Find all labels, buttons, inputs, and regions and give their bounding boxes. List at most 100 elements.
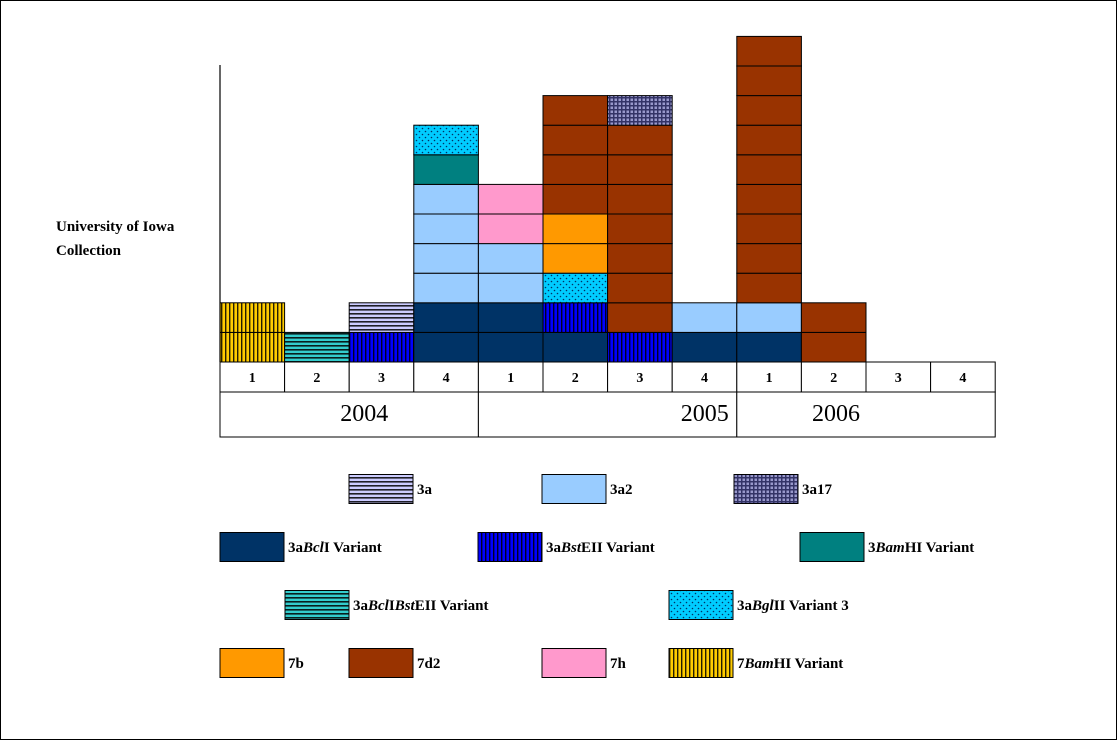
bar-segment-7d2 [736,183,802,215]
legend-label-3a17: 3a17 [802,482,833,498]
legend-swatch-3abglii-variant-3 [668,590,734,620]
bar-segment-7d2 [607,302,673,333]
bar-segment-7d2 [542,154,609,185]
quarter-cell [219,361,286,393]
quarter-label: 1 [249,371,256,386]
legend-label-3abclibsteii-variant: 3aBclIBstEII Variant [353,598,488,614]
bar-segment-3abcli-variant [413,302,479,333]
quarter-label: 3 [895,371,902,386]
bar-segment-3bamhi-variant [413,154,479,185]
quarter-label: 1 [766,371,773,386]
quarter-label: 1 [507,371,514,386]
legend-swatch-7b [219,648,285,678]
bar-segment-3abclibsteii-variant [284,331,350,363]
bar-segment-7d2 [607,213,673,245]
bar-segment-7d2 [542,95,609,126]
quarter-label: 3 [636,371,643,386]
legend-swatch-3a2 [541,474,607,504]
bar-segment-3a2 [413,213,479,245]
bar-segment-7h [477,183,544,215]
bar-segment-7d2 [736,35,802,67]
bar-segment-7bamhi-variant [219,331,286,363]
legend-swatch-3abclibsteii-variant [284,590,350,620]
bar-segment-7d2 [736,65,802,97]
bar-segment-3abcli-variant [736,331,802,363]
legend-swatch-3abcli-variant [219,532,285,562]
bar-segment-3a2 [736,302,802,333]
bar-segment-3abcli-variant [413,331,479,363]
bar-segment-7bamhi-variant [219,302,286,333]
bar-segment-7d2 [800,302,867,333]
bar-segment-3abcli-variant [477,331,544,363]
bar-segment-3abcli-variant [671,331,738,363]
y-axis-label: University of Iowa Collection [56,219,175,259]
quarter-label: 2 [313,371,320,386]
bar-segment-7b [542,213,609,245]
bar-segment-7d2 [542,183,609,215]
bar-segment-7d2 [800,331,867,363]
quarter-label: 2 [830,371,837,386]
bar-segment-7d2 [736,95,802,126]
bar-segment-7d2 [736,154,802,185]
quarter-label: 2 [572,371,579,386]
legend-label-3bamhi-variant: 3BamHI Variant [868,540,974,556]
quarter-label: 4 [701,371,708,386]
year-label: 2006 [812,401,860,427]
bar-segment-7d2 [736,124,802,156]
bar-segment-3a17 [607,95,673,126]
quarter-cell [477,361,544,393]
legend-swatch-3a [348,474,414,504]
bar-segment-3absteii-variant [542,302,609,333]
legend-label-7d2: 7d2 [417,656,440,672]
quarter-cell [865,361,932,393]
bar-segment-7d2 [542,124,609,156]
quarter-cell [607,361,673,393]
legend-swatch-7d2 [348,648,414,678]
legend-label-7h: 7h [610,656,627,672]
legend-label-3abglii-variant-3: 3aBglII Variant 3 [737,598,849,614]
bar-segment-7d2 [607,243,673,274]
bar-segment-3absteii-variant [607,331,673,363]
bar-segment-3abcli-variant [477,302,544,333]
legend-label-3a2: 3a2 [610,482,633,498]
bar-segment-3a [348,302,415,333]
legend-swatch-7bamhi-variant [668,648,734,678]
bar-segment-3abcli-variant [542,331,609,363]
year-cell [219,391,479,438]
legend-label-3a: 3a [417,482,433,498]
bar-segment-3abglii-variant-3 [542,272,609,304]
bar-segment-3a2 [671,302,738,333]
bar-segment-7d2 [607,124,673,156]
quarter-label: 4 [959,371,966,386]
bar-segment-3absteii-variant [348,331,415,363]
bars-group [219,35,867,363]
bar-segment-7d2 [736,272,802,304]
legend-label-7bamhi-variant: 7BamHI Variant [737,656,843,672]
legend-swatch-7h [541,648,607,678]
year-label: 2004 [340,401,388,427]
bar-segment-3a2 [413,243,479,274]
quarter-label: 4 [443,371,450,386]
bar-segment-7d2 [736,243,802,274]
bar-segment-7h [477,213,544,245]
legend-label-3absteii-variant: 3aBstEII Variant [546,540,655,556]
legend-swatch-3absteii-variant [477,532,543,562]
bar-segment-3a2 [413,272,479,304]
quarter-label: 3 [378,371,385,386]
legend-label-7b: 7b [288,656,304,672]
bar-segment-7d2 [607,183,673,215]
bar-segment-7d2 [607,154,673,185]
bar-segment-3a2 [477,272,544,304]
quarter-cell [736,361,802,393]
bar-segment-3a2 [413,183,479,215]
legend-swatch-3bamhi-variant [799,532,865,562]
bar-segment-7b [542,243,609,274]
bar-segment-7d2 [736,213,802,245]
year-label: 2005 [681,401,729,427]
legend-label-3abcli-variant: 3aBclI Variant [288,540,382,556]
year-cell [736,391,996,438]
bar-segment-3a2 [477,243,544,274]
legend-swatch-3a17 [733,474,799,504]
